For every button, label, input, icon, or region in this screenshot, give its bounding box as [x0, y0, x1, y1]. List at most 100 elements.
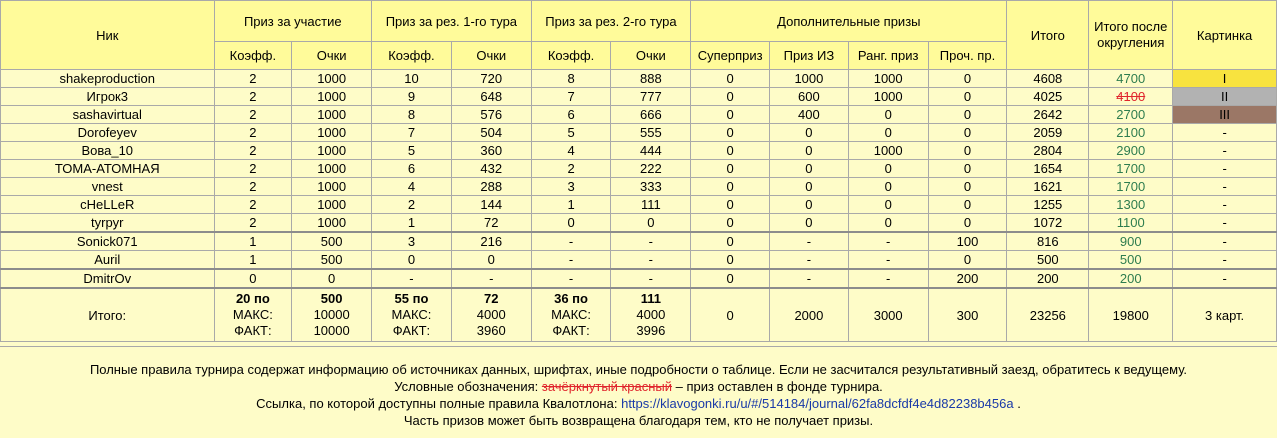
cell-superprize: 0: [690, 69, 771, 88]
table-row: vnest 2 1000 4 288 3 333 0 0 0 0 1621 1700-: [0, 177, 1277, 196]
table-row: Игрок3 2 1000 9 648 7 777 0 600 1000 0 4025 4100 II: [0, 87, 1277, 106]
cell-total: 816: [1006, 231, 1090, 251]
cell-total-rounded: 4700: [1088, 69, 1174, 88]
totals-round2-points: 111 4000 3996: [610, 287, 692, 342]
totals-label: Итого:: [0, 287, 215, 342]
cell-total: 200: [1006, 268, 1090, 289]
cell-round1-coef: 4: [371, 177, 452, 196]
cell-round1-points: 72: [450, 213, 532, 233]
cell-participation-coef: 2: [213, 159, 293, 178]
cell-nick: ТОМА-АТОМНАЯ: [0, 159, 215, 178]
cell-prize-iz: -: [769, 268, 849, 289]
header-round1-points: Очки: [450, 41, 532, 70]
cell-total-rounded: 200: [1088, 268, 1174, 289]
header-participation-coef: Коэфф.: [213, 41, 293, 70]
cell-participation-points: 1000: [291, 213, 373, 233]
totals-total: 23256: [1006, 287, 1090, 342]
cell-round1-coef: 1: [371, 213, 452, 233]
totals-round1-count: 55 по: [394, 291, 429, 306]
cell-prize-iz: 0: [769, 123, 849, 142]
cell-total: 1072: [1006, 213, 1090, 233]
totals-participation-count: 20 по: [235, 291, 270, 306]
cell-superprize: 0: [690, 250, 771, 270]
cell-nick: Sonick071: [0, 231, 215, 251]
totals-other-prize: 300: [927, 287, 1008, 342]
header-total: Итого: [1006, 0, 1090, 70]
totals-prize-iz: 2000: [769, 287, 849, 342]
rules-link[interactable]: https://klavogonki.ru/u/#/514184/journal…: [621, 396, 1014, 411]
cell-round1-coef: 7: [371, 123, 452, 142]
cell-round1-points: 144: [450, 195, 532, 214]
totals-round1-fact: 3960: [476, 323, 506, 338]
table-header: Ник Приз за участие Приз за рез. 1-го ту…: [0, 0, 1277, 70]
header-total-rounded: Итого после округления: [1088, 0, 1174, 70]
cell-round2-points: -: [610, 268, 692, 289]
cell-round1-coef: 6: [371, 159, 452, 178]
header-round2: Приз за рез. 2-го тура: [530, 0, 692, 42]
totals-max-label: МАКС:: [551, 307, 592, 322]
cell-prize-iz: 0: [769, 195, 849, 214]
totals-fact-label: ФАКТ:: [392, 323, 431, 338]
totals-participation-unit: 500: [320, 291, 343, 306]
totals-rank-prize: 3000: [847, 287, 929, 342]
cell-total: 1654: [1006, 159, 1090, 178]
cell-participation-points: 1000: [291, 123, 373, 142]
cell-participation-coef: 2: [213, 177, 293, 196]
cell-nick: cHeLLeR: [0, 195, 215, 214]
table-row: tyrpyr 2 1000 1 72 0 0 0 0 0 0 1072 1100-: [0, 213, 1277, 233]
cell-nick: Auril: [0, 250, 215, 270]
cell-nick: vnest: [0, 177, 215, 196]
cell-round1-coef: 9: [371, 87, 452, 106]
cell-round1-points: 0: [450, 250, 532, 270]
table-row: shakeproduction 2 1000 10 720 8 888 0 1000 1000 0 4…: [0, 69, 1277, 88]
cell-round2-points: -: [610, 231, 692, 251]
cell-total: 2804: [1006, 141, 1090, 160]
header-round1-coef: Коэфф.: [371, 41, 452, 70]
cell-round1-points: 360: [450, 141, 532, 160]
cell-nick: Dorofeyev: [0, 123, 215, 142]
cell-picture: -: [1172, 213, 1277, 233]
cell-prize-iz: 400: [769, 105, 849, 124]
cell-total-rounded: 1700: [1088, 159, 1174, 178]
cell-superprize: 0: [690, 105, 771, 124]
table-row: Dorofeyev 2 1000 7 504 5 555 0 0 0 0 2059 2100-: [0, 123, 1277, 142]
cell-participation-coef: 2: [213, 87, 293, 106]
cell-participation-points: 0: [291, 268, 373, 289]
cell-participation-coef: 0: [213, 268, 293, 289]
cell-round2-points: -: [610, 250, 692, 270]
cell-participation-points: 500: [291, 231, 373, 251]
cell-total-rounded: 500: [1088, 250, 1174, 270]
cell-round1-coef: 8: [371, 105, 452, 124]
cell-total-rounded: 1100: [1088, 213, 1174, 233]
totals-participation-coef: 20 по МАКС: ФАКТ:: [213, 287, 293, 342]
cell-round1-points: 288: [450, 177, 532, 196]
notes-line-returns: Часть призов может быть возвращена благо…: [403, 413, 874, 428]
cell-round1-coef: -: [371, 268, 452, 289]
cell-round2-coef: 4: [530, 141, 612, 160]
cell-total: 1621: [1006, 177, 1090, 196]
cell-round1-points: 504: [450, 123, 532, 142]
cell-prize-iz: 600: [769, 87, 849, 106]
cell-total: 500: [1006, 250, 1090, 270]
rules-notes: Полные правила турнира содержат информац…: [0, 346, 1277, 438]
cell-round2-coef: 7: [530, 87, 612, 106]
table-row: Sonick071 1 500 3 216- -0- -100 816 900-: [0, 231, 1277, 251]
prize-table: Ник Приз за участие Приз за рез. 1-го ту…: [0, 0, 1277, 342]
cell-total-rounded: 2900: [1088, 141, 1174, 160]
cell-rank-prize: 1000: [847, 141, 929, 160]
cell-prize-iz: 1000: [769, 69, 849, 88]
cell-round1-points: 216: [450, 231, 532, 251]
cell-round2-coef: 0: [530, 213, 612, 233]
cell-prize-iz: -: [769, 250, 849, 270]
header-participation-points: Очки: [291, 41, 373, 70]
table-row: Вова_10 2 1000 5 360 4 444 0 0 1000 0 2804 2900-: [0, 141, 1277, 160]
cell-other-prize: 0: [927, 177, 1008, 196]
cell-prize-iz: -: [769, 231, 849, 251]
cell-participation-points: 500: [291, 250, 373, 270]
cell-participation-coef: 2: [213, 213, 293, 233]
cell-round2-points: 444: [610, 141, 692, 160]
cell-round2-points: 222: [610, 159, 692, 178]
cell-other-prize: 0: [927, 159, 1008, 178]
cell-prize-iz: 0: [769, 177, 849, 196]
cell-round1-coef: 5: [371, 141, 452, 160]
